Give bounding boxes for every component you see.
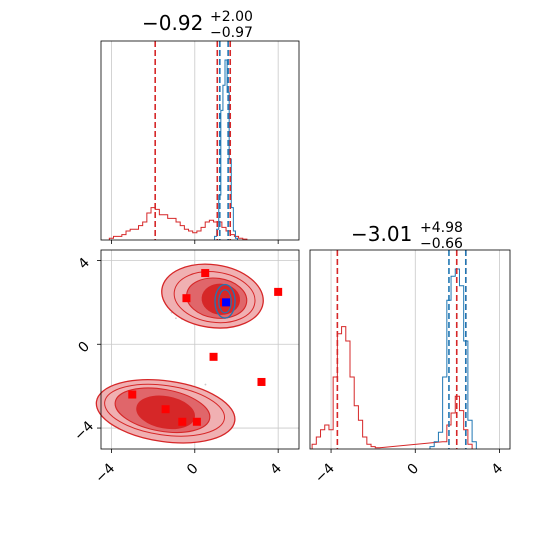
joint-contour-panel: [95, 249, 300, 450]
joint-xtick-label-2: 4: [267, 460, 285, 478]
scatter-sample: [204, 383, 207, 386]
upper-contour-outer2: [173, 271, 256, 324]
joint-xtick-label-0: −4: [92, 460, 118, 486]
joint-frame: [100, 249, 300, 450]
histogram-param-1: [100, 40, 300, 241]
joint-ytick-label-1: 0: [75, 339, 93, 357]
marker-blue-0: [222, 298, 231, 307]
marker-red-4: [209, 352, 218, 361]
title-param-2: −3.01 +4.98 −0.66: [351, 220, 463, 252]
title-1-sub: −0.97: [210, 25, 253, 41]
marker-red-8: [178, 417, 187, 426]
right-xtick-label-2: 4: [489, 460, 507, 478]
scatter-sample: [175, 317, 177, 320]
tick-labels: −4 0 4 −4 0 4 −4 0 4: [71, 240, 506, 486]
marker-red-0: [201, 269, 210, 278]
joint-ytick-label-2: 4: [75, 255, 93, 273]
marker-red-3: [274, 287, 283, 296]
title-2-sup: +4.98: [420, 220, 463, 236]
top-frame: [100, 40, 300, 241]
joint-ytick-label-0: −4: [71, 418, 97, 444]
title-param-1: −0.92 +2.00 −0.97: [142, 9, 253, 41]
right-hist-red: [311, 326, 473, 449]
right-frame: [309, 249, 511, 450]
title-1-sup: +2.00: [210, 9, 253, 25]
right-hist-blue: [429, 268, 477, 449]
upper-contour-blue-inner: [218, 289, 232, 314]
top-hist-blue: [214, 59, 239, 240]
marker-red-9: [192, 417, 201, 426]
right-xtick-label-1: 0: [404, 461, 422, 479]
histogram-param-2: [309, 249, 511, 450]
right-xtick-label-0: −4: [312, 460, 338, 486]
title-1-value: −0.92: [142, 11, 203, 35]
marker-red-6: [128, 390, 137, 399]
title-2-sub: −0.66: [420, 236, 463, 252]
marker-red-5: [257, 377, 266, 386]
upper-contour-blue-outer: [214, 283, 236, 319]
marker-red-7: [161, 405, 170, 414]
marker-red-1: [182, 294, 191, 303]
title-2-value: −3.01: [351, 222, 412, 246]
joint-xtick-label-1: 0: [184, 461, 202, 479]
lower-contour-outer2: [104, 383, 226, 437]
top-hist-red: [108, 207, 248, 240]
